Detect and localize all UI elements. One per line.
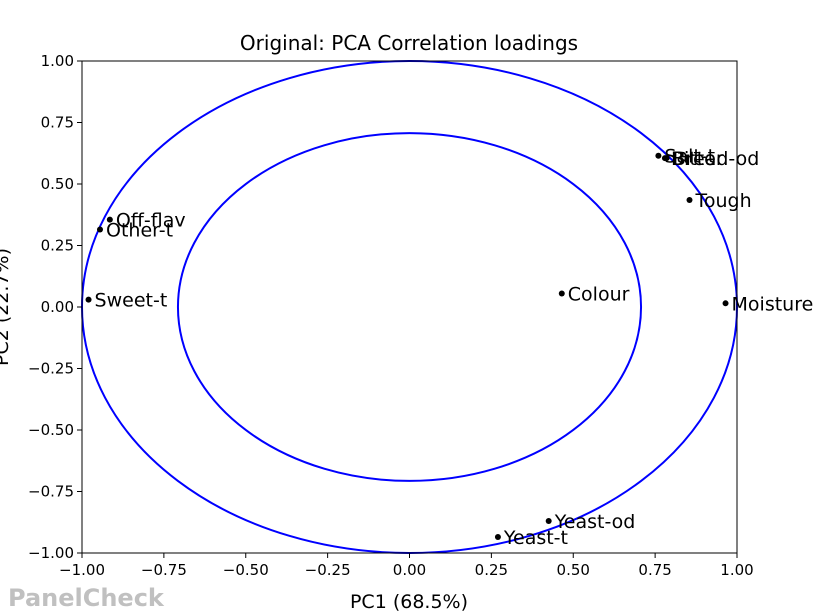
point-sweet-t (85, 296, 92, 303)
x-tick-label: −0.25 (305, 561, 351, 579)
x-tick-label: 0.75 (638, 561, 671, 579)
point-label-tough: Tough (695, 190, 752, 212)
point-salt-t (655, 152, 662, 159)
x-tick-label: 0.00 (393, 561, 426, 579)
panelcheck-watermark: PanelCheck (8, 584, 164, 612)
y-tick-label: 0.50 (41, 175, 74, 193)
x-axis-label: PC1 (68.5%) (350, 591, 468, 613)
x-tick-label: 0.25 (475, 561, 508, 579)
chart-title: Original: PCA Correlation loadings (240, 31, 578, 55)
point-label-yeast-od: Yeast-od (554, 511, 636, 533)
x-tick-label: −0.50 (223, 561, 269, 579)
y-tick-label: −0.75 (28, 483, 74, 501)
y-tick-label: −0.50 (28, 421, 74, 439)
point-label-moisture: Moisture (732, 293, 814, 315)
point-label-salt-t: Salt-t (664, 146, 715, 168)
y-tick-label: 1.00 (41, 52, 74, 70)
x-tick-label: 1.00 (720, 561, 753, 579)
inner-circle (176, 132, 643, 482)
point-label-sweet-t: Sweet-t (95, 290, 168, 312)
x-tick-label: −1.00 (59, 561, 105, 579)
point-tough (686, 196, 693, 203)
point-colour (558, 290, 565, 297)
point-label-off-flav: Off-flav (116, 210, 186, 232)
outer-circle (81, 60, 738, 554)
point-other-t (97, 226, 104, 233)
point-off-flav (106, 216, 113, 223)
point-label-yeast-t: Yeast-t (503, 527, 568, 549)
point-label-colour: Colour (568, 283, 630, 305)
point-label-bitter: Bitter (671, 148, 724, 170)
point-yeast-t (494, 534, 501, 541)
point-yeast-od (545, 518, 552, 525)
y-tick-label: −0.25 (28, 360, 74, 378)
x-tick-label: 0.50 (557, 561, 590, 579)
point-label-bread-od: Bread-od (673, 148, 760, 170)
y-tick-label: 0.00 (41, 298, 74, 316)
y-axis-label: PC2 (22.7%) (0, 248, 13, 366)
point-bread-od (663, 155, 670, 162)
x-tick-label: −0.75 (141, 561, 187, 579)
y-tick-label: 0.75 (41, 114, 74, 132)
point-label-other-t: Other-t (106, 220, 173, 242)
plot-frame (81, 60, 738, 554)
point-moisture (722, 300, 729, 307)
y-tick-label: −1.00 (28, 544, 74, 562)
y-tick-label: 0.25 (41, 237, 74, 255)
